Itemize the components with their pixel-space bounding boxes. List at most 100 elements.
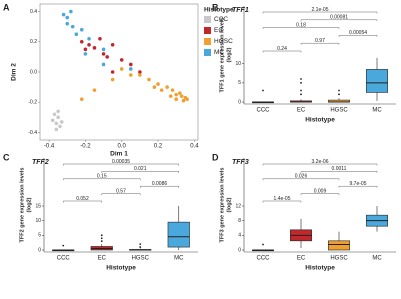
comparison-bracket <box>262 178 340 181</box>
point <box>105 55 109 59</box>
x-tick-label: 0.4 <box>190 144 199 150</box>
p-value: 9.7e-05 <box>350 181 367 187</box>
p-value: 0.0011 <box>332 166 347 172</box>
y-tick-label: 15 <box>35 203 41 209</box>
p-value: 0.57 <box>116 188 126 194</box>
comparison-bracket <box>101 193 141 196</box>
legend-swatch <box>204 38 211 45</box>
point <box>147 77 151 82</box>
y-tick-label: 0.2 <box>30 39 37 45</box>
panel-letter: A <box>3 2 10 12</box>
point <box>168 94 173 98</box>
point <box>58 124 62 129</box>
point <box>61 12 66 17</box>
legend-label: CCC <box>214 16 228 23</box>
comparison-bracket <box>300 193 340 196</box>
point <box>74 32 79 37</box>
legend-swatch <box>204 27 211 34</box>
y-tick-label: 5 <box>238 80 241 86</box>
outlier <box>300 89 302 92</box>
comparison-bracket <box>338 35 378 37</box>
panel-title: TFF1 <box>232 7 249 14</box>
point <box>92 88 97 92</box>
y-tick-label: 10 <box>35 218 41 224</box>
y-tick-label: 4 <box>238 233 241 239</box>
x-tick-label: 0.0 <box>118 144 127 150</box>
point <box>65 21 70 26</box>
point <box>59 120 64 124</box>
p-value: 3.2e-06 <box>312 159 329 165</box>
point <box>79 27 84 32</box>
comparison-bracket <box>101 171 179 173</box>
point <box>50 118 55 123</box>
point <box>87 36 91 41</box>
x-tick-label: CCC <box>57 256 71 262</box>
outlier <box>139 243 142 246</box>
outlier <box>100 240 103 243</box>
x-tick-label: -0.4 <box>44 144 55 150</box>
outlier <box>100 234 103 237</box>
point <box>69 9 73 14</box>
legend-label: HGSC <box>214 38 233 45</box>
p-value: 0.026 <box>295 174 308 180</box>
x-tick-label: MC <box>372 256 382 262</box>
p-value: 0.00081 <box>330 15 348 21</box>
legend-label: MC <box>214 49 224 56</box>
outlier <box>300 93 302 96</box>
point <box>165 85 169 89</box>
point <box>56 115 60 120</box>
point <box>174 97 179 101</box>
comparison-bracket <box>63 200 102 203</box>
panel-letter: D <box>212 152 219 162</box>
p-value: 0.24 <box>277 46 287 52</box>
outlier <box>262 89 264 92</box>
point <box>170 88 175 92</box>
point <box>92 46 97 50</box>
point <box>138 73 142 77</box>
comparison-bracket <box>338 185 378 188</box>
point <box>156 82 160 86</box>
point <box>159 88 164 92</box>
point <box>119 67 124 71</box>
x-axis-label: Dim 1 <box>110 151 128 158</box>
x-tick-label: EC <box>297 256 306 262</box>
point <box>174 92 179 97</box>
point <box>70 24 75 29</box>
point <box>101 47 106 52</box>
y-tick-label: 0 <box>238 99 241 105</box>
p-value: 0.00054 <box>349 30 367 36</box>
point <box>110 77 115 82</box>
x-tick-label: EC <box>297 108 306 114</box>
outlier <box>62 244 65 247</box>
plot-frame <box>39 3 199 141</box>
x-tick-label: CCC <box>257 108 271 114</box>
x-tick-label: EC <box>98 256 107 262</box>
x-tick-label: MC <box>174 256 184 262</box>
point <box>179 94 184 98</box>
y-axis-label: TFF2 gene expression levels <box>19 168 25 243</box>
x-axis-label: Histotype <box>305 117 335 124</box>
x-tick-label: HGSC <box>330 108 348 114</box>
outlier <box>338 89 340 92</box>
legend-swatch <box>204 16 211 23</box>
point <box>83 52 88 56</box>
point <box>101 62 106 67</box>
point <box>110 70 115 74</box>
point <box>52 112 57 117</box>
point <box>98 36 102 41</box>
p-value: 0.15 <box>97 174 107 180</box>
y-axis-label: (log2) <box>226 47 232 62</box>
y-axis-label: (log2) <box>226 197 232 212</box>
point <box>101 52 106 56</box>
point <box>152 85 157 89</box>
p-value: 1.4e-05 <box>274 196 291 202</box>
p-value: 0.00035 <box>112 159 130 165</box>
point <box>65 15 70 20</box>
comparison-bracket <box>63 163 179 166</box>
y-tick-label: 12 <box>235 203 241 209</box>
outlier <box>300 78 302 80</box>
outlier <box>338 93 340 96</box>
p-value: 0.18 <box>296 22 306 28</box>
comparison-bracket <box>300 42 340 45</box>
